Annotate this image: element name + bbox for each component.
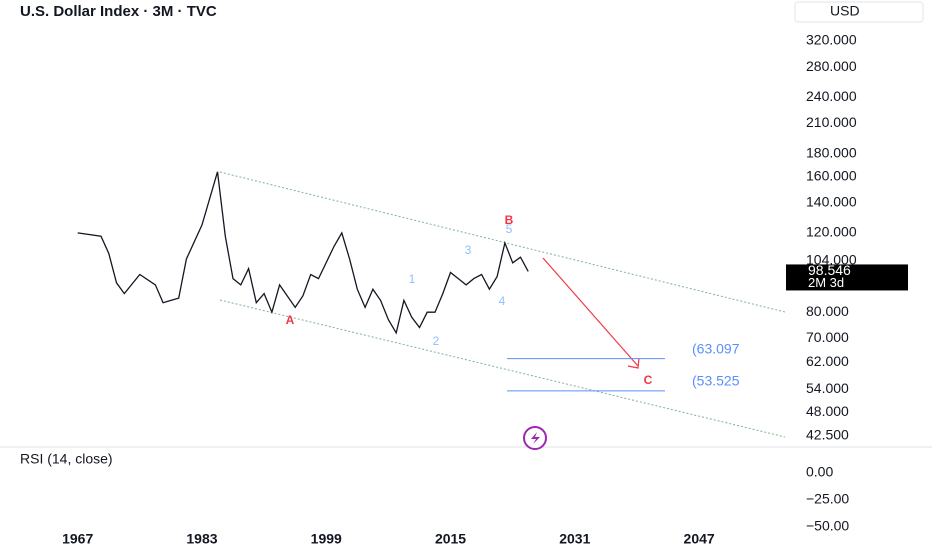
y-tick-label: 140.000 (806, 193, 857, 209)
x-tick-label: 1967 (62, 531, 93, 547)
wave-label: 3 (465, 243, 472, 257)
price-pane: (63.097 (53.525 (77, 171, 740, 392)
y-tick-label: 320.000 (806, 32, 857, 48)
rsi-tick-label: −25.00 (806, 491, 849, 507)
wave-label: C (644, 373, 653, 387)
rsi-title: RSI (14, close) (20, 451, 113, 467)
x-tick-label: 2031 (559, 531, 590, 547)
y-tick-label: 160.000 (806, 167, 857, 183)
countdown-label: 2M 3d (808, 275, 844, 290)
x-tick-label: 1983 (186, 531, 217, 547)
projection-arrow (542, 257, 639, 367)
fib-level-label: (53.525 (692, 373, 740, 389)
currency-button[interactable] (794, 1, 924, 23)
y-tick-label: 104.000 (806, 252, 857, 268)
y-tick-label: 210.000 (806, 114, 857, 130)
y-tick-label: 62.000 (806, 353, 849, 369)
y-tick-label: 80.000 (806, 303, 849, 319)
y-tick-label: 54.000 (806, 380, 849, 396)
arrow-head (627, 357, 640, 369)
wave-label: B (505, 213, 514, 227)
chart-title: U.S. Dollar Index · 3M · TVC (20, 3, 217, 20)
fib-level-label: (63.097 (692, 340, 740, 356)
price-line (77, 171, 529, 335)
y-tick-label: 180.000 (806, 144, 857, 160)
currency: USD (830, 3, 860, 19)
y-tick-label: 280.000 (806, 58, 857, 74)
y-tick-label: 120.000 (806, 224, 857, 240)
channel-upper (219, 171, 786, 313)
x-tick-label: 2015 (435, 531, 466, 547)
wave-label: A (286, 313, 295, 327)
x-tick-label: 1999 (311, 531, 342, 547)
rsi-tick-label: −50.00 (806, 518, 849, 534)
event-icon-bolt (531, 432, 540, 444)
y-tick-label: 240.000 (806, 88, 857, 104)
last-price-label: 98.546 (808, 262, 851, 278)
y-tick-label: 70.000 (806, 329, 849, 345)
x-tick-label: 2047 (684, 531, 715, 547)
wave-label: 4 (499, 294, 506, 308)
wave-label: 5 (506, 222, 513, 236)
rsi-tick-label: 0.00 (806, 464, 833, 480)
wave-label: 1 (409, 272, 416, 286)
y-tick-label: 48.000 (806, 403, 849, 419)
channel-lower (219, 299, 786, 438)
y-tick-label: 42.500 (806, 427, 849, 443)
wave-label: 2 (433, 334, 440, 348)
last-price-box (786, 264, 908, 291)
